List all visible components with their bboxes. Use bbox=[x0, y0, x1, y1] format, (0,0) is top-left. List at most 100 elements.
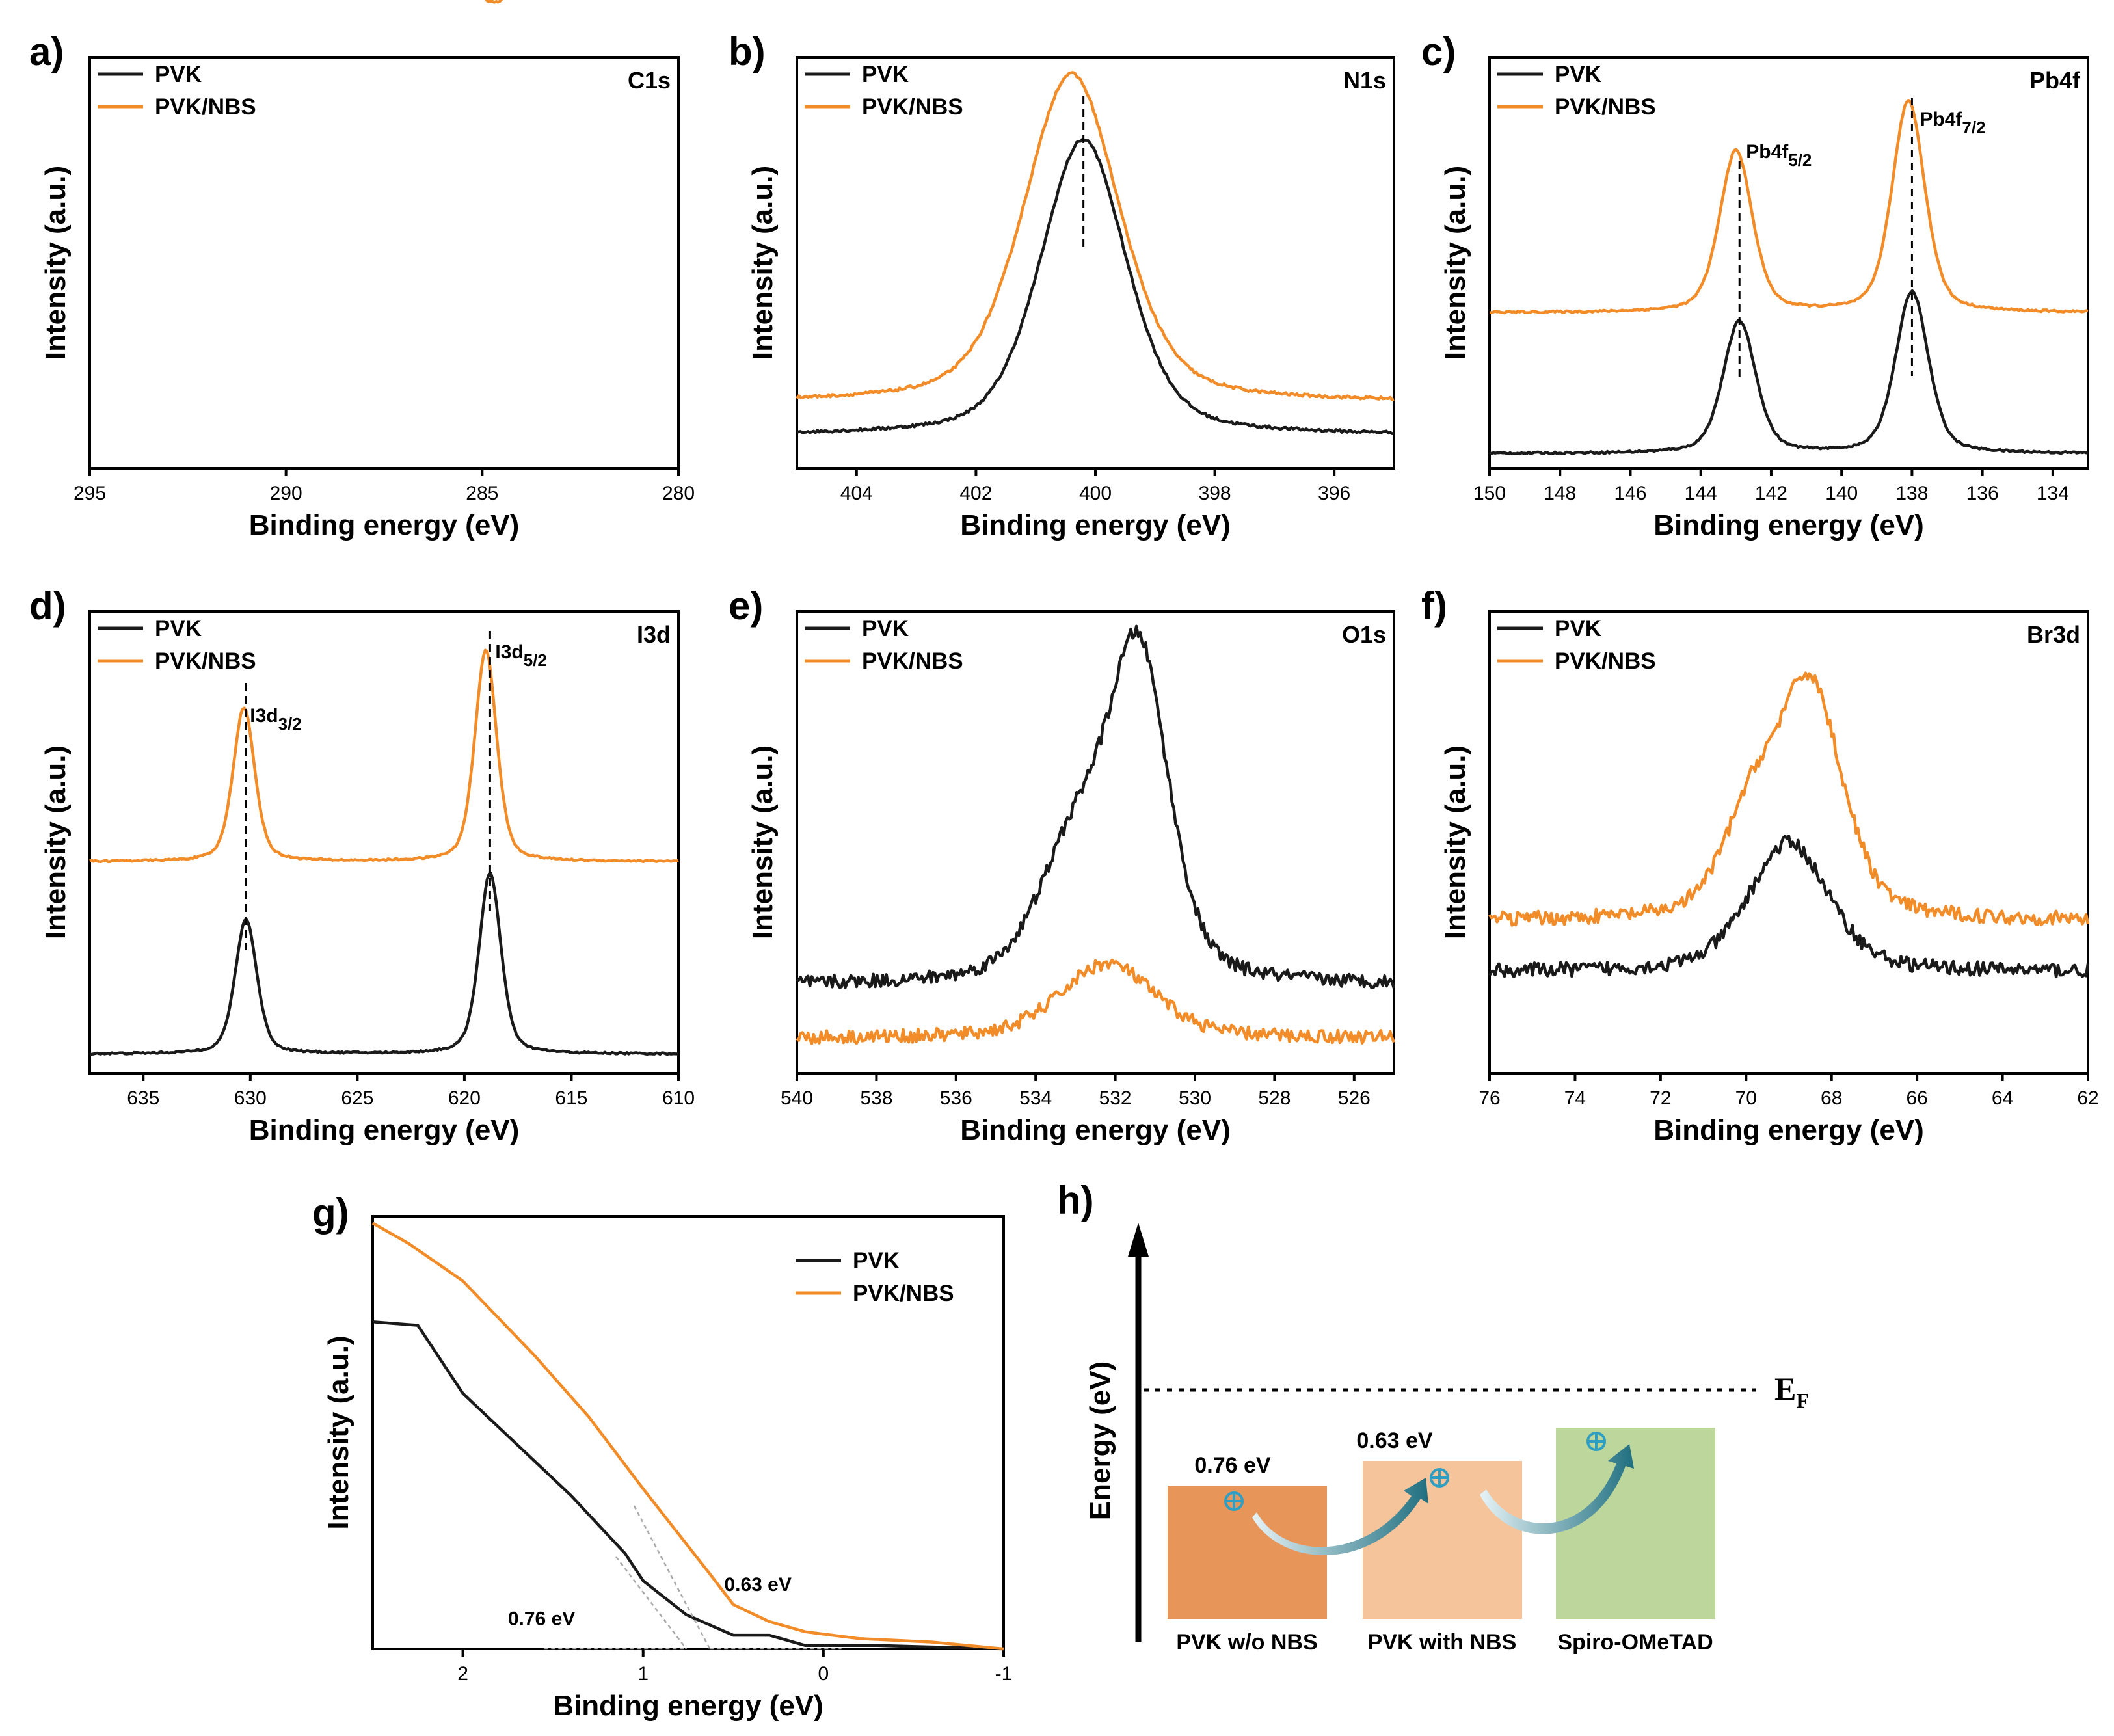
element-label-b: N1s bbox=[1343, 67, 1386, 94]
panel-label-b: b) bbox=[729, 30, 766, 73]
x-tick-label-d: 630 bbox=[234, 1088, 267, 1109]
x-tick-label-f: 66 bbox=[1906, 1088, 1927, 1109]
spectra-panels: a) 295 290 285 280 Binding energy (eV) Intensi… bbox=[29, 0, 2099, 1722]
hole-symbol-2 bbox=[1430, 1468, 1449, 1488]
x-tick-label-c: 144 bbox=[1685, 483, 1717, 504]
energy-axis-title: Energy (eV) bbox=[1084, 1361, 1116, 1521]
x-tick-label-g: 2 bbox=[457, 1663, 468, 1685]
element-label-e: O1s bbox=[1342, 621, 1386, 648]
plot-frame-a bbox=[88, 56, 680, 470]
x-tick-label-d: 625 bbox=[341, 1088, 373, 1109]
bar-label-pvk-without-nbs: PVK w/o NBS bbox=[1176, 1630, 1317, 1655]
hole-symbol-1 bbox=[1224, 1491, 1244, 1511]
x-tick-label-c: 150 bbox=[1473, 483, 1506, 504]
panel-label-f: f) bbox=[1421, 584, 1447, 628]
bar-value-pvk-with-nbs: 0.63 eV bbox=[1356, 1428, 1433, 1453]
panel-h: h) Energy (eV) EF PVK w/o NBS PVK with N… bbox=[1057, 1179, 1809, 1655]
y-axis-title-e: Intensity (a.u.) bbox=[747, 745, 779, 939]
panel-d: d) 635 630 625 620 615 610 Binding energy (eV) I… bbox=[29, 584, 695, 1146]
x-tick-label-e: 540 bbox=[781, 1088, 813, 1109]
legend-label-a-0: PVK bbox=[155, 62, 202, 87]
series-line-f-pvk-nbs bbox=[1488, 671, 2090, 927]
x-tick-label-e: 528 bbox=[1258, 1088, 1291, 1109]
panel-label-e: e) bbox=[729, 584, 763, 628]
x-axis-title-g: Binding energy (eV) bbox=[553, 1690, 823, 1722]
x-tick-label-e: 526 bbox=[1338, 1088, 1371, 1109]
hole-transfer-arrow-1 bbox=[1252, 1478, 1428, 1556]
legend-label-c-1: PVK/NBS bbox=[1555, 94, 1656, 120]
x-tick-label-a: 280 bbox=[662, 483, 695, 504]
annotation-0-76-ev: 0.76 eV bbox=[508, 1608, 575, 1629]
plot-frame-c bbox=[1488, 56, 2089, 470]
x-tick-label-e: 538 bbox=[860, 1088, 892, 1109]
series-line-a-pvk-nbs bbox=[485, 0, 503, 4]
series-line-b-pvk-nbs bbox=[796, 71, 1395, 402]
x-tick-label-f: 70 bbox=[1735, 1088, 1757, 1109]
x-axis-title-b: Binding energy (eV) bbox=[960, 509, 1231, 541]
x-tick-label-f: 76 bbox=[1478, 1088, 1500, 1109]
legend-label-c-0: PVK bbox=[1555, 62, 1601, 87]
x-tick-label-d: 635 bbox=[127, 1088, 159, 1109]
series-line-f-pvk bbox=[1488, 835, 2090, 979]
x-tick-label-a: 295 bbox=[74, 483, 106, 504]
x-tick-label-c: 134 bbox=[2037, 483, 2069, 504]
bar-label-spiro-ometad: Spiro-OMeTAD bbox=[1557, 1630, 1713, 1655]
panel-label-d: d) bbox=[29, 584, 66, 628]
panel-label-g: g) bbox=[312, 1191, 349, 1235]
element-label-c: Pb4f bbox=[2029, 67, 2081, 94]
annotation-pb4f-7-2: Pb4f7/2 bbox=[1920, 109, 1985, 137]
x-tick-label-b: 398 bbox=[1199, 483, 1231, 504]
y-axis-title-d: Intensity (a.u.) bbox=[40, 745, 72, 939]
x-tick-label-f: 64 bbox=[1992, 1088, 2013, 1109]
x-tick-label-a: 285 bbox=[466, 483, 498, 504]
x-tick-label-c: 148 bbox=[1544, 483, 1576, 504]
panel-e: e) 540 538 536 534 532 530 528 526 Binding energy… bbox=[729, 584, 1396, 1146]
x-tick-label-a: 290 bbox=[270, 483, 302, 504]
fermi-level-label: EF bbox=[1774, 1370, 1809, 1412]
y-axis-title-a: Intensity (a.u.) bbox=[40, 166, 72, 360]
x-tick-label-f: 62 bbox=[2077, 1088, 2098, 1109]
x-axis-title-f: Binding energy (eV) bbox=[1653, 1114, 1924, 1146]
x-tick-label-d: 610 bbox=[662, 1088, 695, 1109]
plot-frame-g bbox=[371, 1215, 1005, 1650]
y-axis-title-f: Intensity (a.u.) bbox=[1439, 745, 1471, 939]
legend-label-a-1: PVK/NBS bbox=[155, 94, 256, 120]
bar-label-pvk-with-nbs: PVK with NBS bbox=[1368, 1630, 1517, 1655]
x-tick-label-b: 396 bbox=[1318, 483, 1350, 504]
energy-axis-arrowhead bbox=[1128, 1223, 1149, 1257]
hole-symbol-3 bbox=[1586, 1432, 1606, 1451]
element-label-f: Br3d bbox=[2027, 621, 2080, 648]
panel-c: c) 150 148 146 144 142 140 138 136 134 Binding ene… bbox=[1421, 30, 2089, 541]
x-axis-title-d: Binding energy (eV) bbox=[249, 1114, 520, 1146]
x-tick-label-e: 532 bbox=[1099, 1088, 1132, 1109]
series-line-e-pvk bbox=[796, 624, 1396, 989]
legend-label-e-1: PVK/NBS bbox=[862, 648, 963, 674]
x-axis-title-e: Binding energy (eV) bbox=[960, 1114, 1231, 1146]
x-tick-label-b: 404 bbox=[840, 483, 873, 504]
annotation-0-63-ev: 0.63 eV bbox=[724, 1574, 791, 1596]
element-label-d: I3d bbox=[637, 621, 671, 648]
legend-label-b-1: PVK/NBS bbox=[862, 94, 963, 120]
series-line-d-pvk-nbs bbox=[89, 648, 679, 864]
panel-a: a) 295 290 285 280 Binding energy (eV) Intensi… bbox=[29, 0, 695, 541]
x-tick-label-c: 146 bbox=[1614, 483, 1646, 504]
legend-label-e-0: PVK bbox=[862, 616, 909, 641]
y-axis-title-c: Intensity (a.u.) bbox=[1439, 166, 1471, 360]
element-label-a: C1s bbox=[628, 67, 671, 94]
x-tick-label-c: 142 bbox=[1755, 483, 1787, 504]
x-tick-label-d: 615 bbox=[555, 1088, 587, 1109]
x-tick-label-c: 140 bbox=[1825, 483, 1858, 504]
panel-label-c: c) bbox=[1421, 30, 1456, 73]
series-line-g-pvk bbox=[372, 1320, 1004, 1651]
legend-label-g-0: PVK bbox=[853, 1248, 900, 1274]
series-line-c-pvk-nbs bbox=[1489, 98, 2089, 315]
y-axis-title-g: Intensity (a.u.) bbox=[323, 1335, 355, 1529]
panel-g: g) 2 1 0 -1 Binding energy (eV) Intensity (a.u… bbox=[312, 1191, 1012, 1722]
x-tick-label-e: 530 bbox=[1179, 1088, 1211, 1109]
energy-bar-pvk-without-nbs bbox=[1168, 1486, 1327, 1619]
x-tick-label-g: -1 bbox=[995, 1663, 1013, 1685]
legend-label-f-1: PVK/NBS bbox=[1555, 648, 1656, 674]
x-tick-label-c: 136 bbox=[1966, 483, 1999, 504]
x-tick-label-f: 72 bbox=[1650, 1088, 1671, 1109]
